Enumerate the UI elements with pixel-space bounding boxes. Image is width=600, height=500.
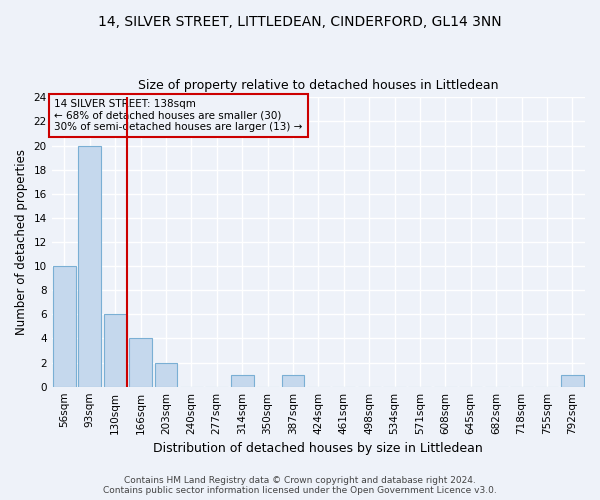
X-axis label: Distribution of detached houses by size in Littledean: Distribution of detached houses by size … — [154, 442, 483, 455]
Bar — [281, 374, 304, 386]
Bar — [561, 374, 584, 386]
Text: 14 SILVER STREET: 138sqm
← 68% of detached houses are smaller (30)
30% of semi-d: 14 SILVER STREET: 138sqm ← 68% of detach… — [55, 99, 303, 132]
Text: Contains HM Land Registry data © Crown copyright and database right 2024.
Contai: Contains HM Land Registry data © Crown c… — [103, 476, 497, 495]
Title: Size of property relative to detached houses in Littledean: Size of property relative to detached ho… — [138, 79, 499, 92]
Bar — [231, 374, 254, 386]
Bar — [53, 266, 76, 386]
Bar — [104, 314, 127, 386]
Y-axis label: Number of detached properties: Number of detached properties — [15, 149, 28, 335]
Text: 14, SILVER STREET, LITTLEDEAN, CINDERFORD, GL14 3NN: 14, SILVER STREET, LITTLEDEAN, CINDERFOR… — [98, 15, 502, 29]
Bar — [129, 338, 152, 386]
Bar — [155, 362, 178, 386]
Bar — [79, 146, 101, 386]
